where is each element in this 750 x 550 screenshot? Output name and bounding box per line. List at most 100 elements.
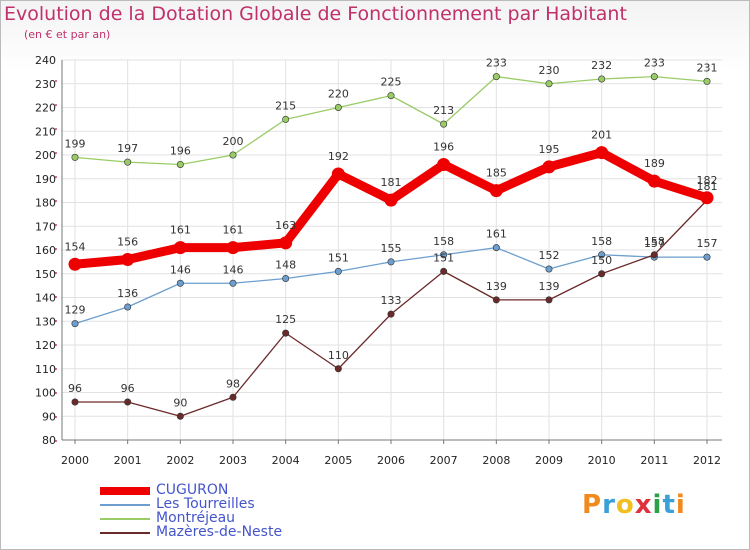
data-label: 157 (697, 237, 718, 250)
data-point (124, 398, 132, 406)
y-tick-label: 160 (35, 244, 56, 257)
data-point (489, 184, 503, 198)
data-point (387, 310, 395, 318)
data-label: 96 (121, 382, 135, 395)
data-label: 196 (170, 145, 191, 158)
data-label: 158 (591, 235, 612, 248)
data-label: 196 (433, 141, 454, 154)
legend-swatch (100, 504, 150, 506)
data-point (71, 153, 79, 161)
x-tick-label: 2005 (324, 454, 352, 467)
x-tick-labels: 2000 2001 2002 2003 2004 2005 2006 2007 2008 2009… (61, 454, 721, 467)
data-point (71, 320, 79, 328)
data-point (124, 158, 132, 166)
axes (55, 60, 722, 444)
logo-letter: r (602, 490, 616, 520)
data-label: 230 (539, 64, 560, 77)
logo-letter: i (652, 490, 663, 520)
data-label: 233 (486, 57, 507, 70)
x-tick-label: 2011 (640, 454, 668, 467)
data-point (542, 160, 556, 174)
data-label: 150 (591, 254, 612, 267)
data-label: 215 (275, 99, 296, 112)
logo-letter: i (675, 490, 686, 520)
logo-letter: o (615, 490, 635, 520)
data-point (176, 161, 184, 169)
data-point (334, 104, 342, 112)
y-tick-label: 200 (35, 149, 56, 162)
data-label: 185 (486, 167, 507, 180)
data-label: 139 (539, 280, 560, 293)
data-label: 232 (591, 59, 612, 72)
data-point (282, 274, 290, 282)
data-point (703, 77, 711, 85)
data-label: 96 (68, 382, 82, 395)
data-label: 200 (223, 135, 244, 148)
data-point (387, 258, 395, 266)
data-point (173, 241, 187, 255)
x-tick-label: 2006 (377, 454, 405, 467)
data-point (176, 412, 184, 420)
y-tick-label: 220 (35, 102, 56, 115)
data-point (545, 296, 553, 304)
y-tick-label: 130 (35, 315, 56, 328)
data-label: 199 (65, 137, 86, 150)
data-label: 148 (275, 259, 296, 272)
y-tick-label: 230 (35, 78, 56, 91)
legend-label: CUGURON (156, 482, 229, 498)
data-label: 156 (117, 236, 138, 249)
data-point (437, 158, 451, 171)
data-point (595, 146, 609, 160)
data-point (124, 303, 132, 311)
legend-swatch (100, 532, 150, 534)
chart-title: Evolution de la Dotation Globale de Fonc… (4, 3, 627, 25)
x-tick-label: 2012 (693, 454, 721, 467)
data-label: 201 (591, 129, 612, 142)
x-tick-label: 2009 (535, 454, 563, 467)
data-label: 181 (697, 180, 718, 193)
data-label: 182 (697, 174, 718, 187)
data-label: 231 (697, 61, 718, 74)
logo-letter: P (582, 490, 603, 520)
data-point (331, 167, 345, 181)
data-point (229, 393, 237, 401)
x-tick-label: 2001 (114, 454, 142, 467)
x-tick-label: 2000 (61, 454, 89, 467)
data-point (387, 92, 395, 100)
data-label: 233 (644, 57, 665, 70)
data-point (598, 270, 606, 278)
data-point (68, 257, 82, 271)
data-point (703, 253, 711, 261)
y-tick-label: 210 (35, 125, 56, 138)
data-label: 192 (328, 150, 349, 163)
data-label: 110 (328, 349, 349, 362)
data-label: 161 (170, 224, 191, 237)
data-point (71, 398, 79, 406)
data-label: 225 (381, 76, 402, 89)
data-label: 220 (328, 88, 349, 101)
data-point (440, 251, 448, 259)
data-label: 125 (275, 313, 296, 326)
data-point (229, 151, 237, 159)
data-label: 158 (433, 235, 454, 248)
x-tick-label: 2010 (588, 454, 616, 467)
grid-lines (62, 59, 722, 441)
data-point (384, 193, 398, 207)
y-tick-label: 190 (35, 173, 56, 186)
data-label: 129 (65, 304, 86, 317)
data-point (121, 253, 135, 266)
legend-swatch (100, 487, 150, 495)
data-label: 157 (644, 237, 665, 250)
data-point (647, 174, 661, 188)
data-label: 161 (486, 228, 507, 241)
data-label: 136 (117, 287, 138, 300)
data-point (226, 241, 240, 255)
data-point (700, 191, 714, 205)
data-point (229, 279, 237, 287)
data-point (279, 236, 293, 250)
data-label: 154 (65, 240, 86, 253)
data-label: 189 (644, 157, 665, 170)
y-tick-label: 110 (35, 363, 56, 376)
data-point (282, 115, 290, 123)
